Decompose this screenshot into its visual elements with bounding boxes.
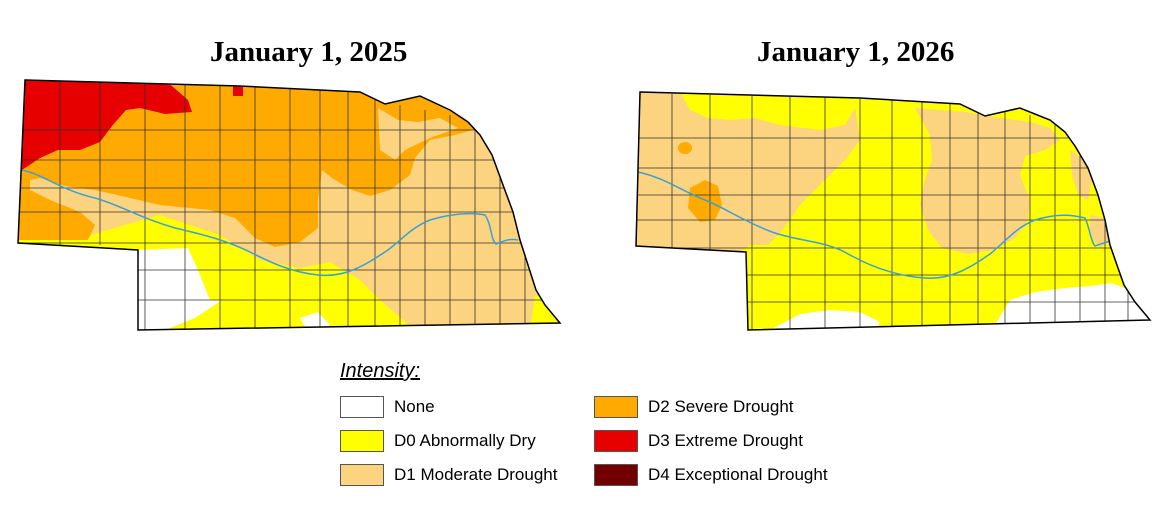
d2-spot <box>678 142 692 154</box>
map-title-2026: January 1, 2026 <box>757 36 955 68</box>
map-2025 <box>17 79 562 331</box>
legend-item-d0: D0 Abnormally Dry <box>340 429 536 453</box>
legend-item-d1: D1 Moderate Drought <box>340 463 557 487</box>
d1-area-central <box>915 108 1060 254</box>
legend-label: D1 Moderate Drought <box>394 465 558 484</box>
state-border-2025 <box>17 79 562 331</box>
d1-pocket <box>378 108 458 160</box>
legend-swatch-d1 <box>340 464 384 486</box>
legend-item-d4: D4 Exceptional Drought <box>594 463 828 487</box>
river <box>21 169 519 277</box>
legend-swatch-d4 <box>594 464 638 486</box>
d0-area-se <box>530 295 560 330</box>
legend-item-d3: D3 Extreme Drought <box>594 429 803 453</box>
d3-spot <box>233 86 243 96</box>
legend-swatch-d3 <box>594 430 638 452</box>
legend-item-none: None <box>340 395 435 419</box>
legend-label: D0 Abnormally Dry <box>394 431 536 450</box>
none-area <box>138 248 222 330</box>
legend-swatch-none <box>340 396 384 418</box>
legend-item-d2: D2 Severe Drought <box>594 395 794 419</box>
map-2026 <box>635 91 1152 331</box>
legend-swatch-d2 <box>594 396 638 418</box>
legend-label: None <box>394 397 435 416</box>
d3-area <box>18 80 192 175</box>
map-title-2025: January 1, 2025 <box>210 36 408 68</box>
legend-swatch-d0 <box>340 430 384 452</box>
legend-label: D2 Severe Drought <box>648 397 794 416</box>
legend-heading: Intensity: <box>340 360 421 382</box>
river <box>637 171 1119 279</box>
legend-label: D3 Extreme Drought <box>648 431 803 450</box>
d2-area <box>688 180 722 222</box>
d1-area-west <box>636 92 860 252</box>
county-lines <box>18 80 560 330</box>
state-border-2026 <box>635 91 1152 331</box>
d1-area-east <box>1070 150 1092 200</box>
legend-label: D4 Exceptional Drought <box>648 465 828 484</box>
